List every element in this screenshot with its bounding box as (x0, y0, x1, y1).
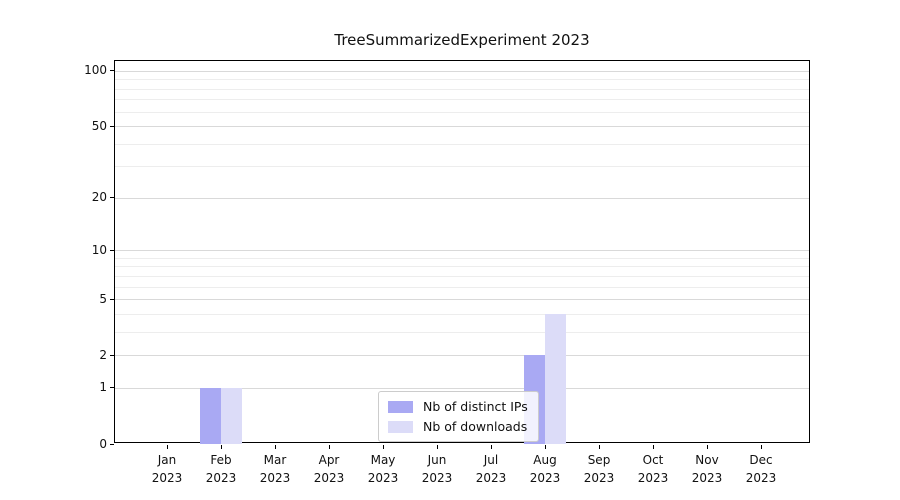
x-axis-label-month: Jul (483, 453, 499, 467)
x-axis-label-year: 2023 (637, 471, 669, 485)
x-axis-label-month: Nov (695, 453, 719, 467)
y-axis-label: 20 (91, 190, 107, 205)
x-axis-label: Jul 2023 (463, 451, 519, 487)
y-axis-tick (110, 298, 114, 300)
x-axis-label-year: 2023 (745, 471, 777, 485)
plot-area: Dec 2023 Nov 2023 Oct 2023 Sep 2023 Aug 2023 Jul 20… (84, 60, 810, 485)
x-axis-tick (274, 445, 276, 449)
x-axis-label-year: 2023 (583, 471, 615, 485)
x-axis-label: Apr 2023 (301, 451, 357, 487)
x-axis-label-year: 2023 (691, 471, 723, 485)
bar-nb-of-downloads-feb (221, 387, 242, 444)
gridline-minor (115, 257, 809, 259)
y-axis-tick (110, 197, 114, 199)
x-axis-tick (490, 445, 492, 449)
x-axis-label: Jan 2023 (139, 451, 195, 487)
y-axis-tick (110, 249, 114, 251)
x-axis-label-year: 2023 (205, 471, 237, 485)
x-axis-label-year: 2023 (421, 471, 453, 485)
x-axis-label-month: Dec (749, 453, 773, 467)
x-axis-label-month: Jan (157, 453, 177, 467)
x-axis-label: Dec 2023 (733, 451, 789, 487)
y-axis-label: 2 (99, 347, 107, 362)
gridline-minor (115, 88, 809, 90)
gridline-major (115, 126, 809, 127)
gridline-major (115, 355, 809, 357)
bar-nb-of-distinct-ips-feb (200, 387, 221, 444)
x-axis-label: Mar 2023 (247, 451, 303, 487)
y-axis-label: 0 (99, 436, 107, 451)
gridline-minor (115, 143, 809, 145)
x-axis-label-month: Aug (533, 453, 557, 467)
gridline-minor (115, 331, 809, 333)
legend-item-downloads: Nb of downloads (388, 419, 528, 434)
x-axis-label: Nov 2023 (679, 451, 735, 487)
x-axis-tick (436, 445, 438, 449)
x-axis-label-year: 2023 (529, 471, 561, 485)
legend-swatch-distinct-ips (388, 400, 413, 413)
x-axis-tick (328, 445, 330, 449)
gridline-minor (115, 111, 809, 113)
gridline-minor (115, 79, 809, 81)
legend-swatch-downloads (388, 420, 413, 433)
gridline-minor (115, 99, 809, 101)
y-axis-label: 1 (99, 380, 107, 395)
y-axis-label: 5 (99, 291, 107, 306)
x-axis-label-year: 2023 (151, 471, 183, 485)
gridline-major (115, 299, 809, 301)
x-axis-label-year: 2023 (313, 471, 345, 485)
x-axis-label: Sep 2023 (571, 451, 627, 487)
y-axis-label: 50 (91, 118, 107, 133)
x-axis-tick (760, 445, 762, 449)
gridline-minor (115, 266, 809, 268)
gridline-major (115, 197, 809, 199)
gridline-minor (115, 286, 809, 288)
x-axis-tick (598, 445, 600, 449)
y-axis-label: 100 (84, 63, 107, 78)
legend-item-distinct-ips: Nb of distinct IPs (388, 399, 528, 414)
x-axis-label-month: Mar (263, 453, 287, 467)
y-axis-label: 10 (91, 242, 107, 257)
x-axis-label: Oct 2023 (625, 451, 681, 487)
y-axis-tick (110, 70, 114, 72)
x-axis-tick (166, 445, 168, 449)
y-axis-tick (110, 354, 114, 356)
x-axis-tick (544, 445, 546, 449)
legend-label-distinct-ips: Nb of distinct IPs (423, 399, 528, 414)
x-axis-label-month: Apr (318, 453, 340, 467)
x-axis-label: Feb 2023 (193, 451, 249, 487)
x-axis-label-year: 2023 (475, 471, 507, 485)
x-axis-tick (706, 445, 708, 449)
gridline-major (115, 70, 809, 72)
x-axis-label-month: Oct (642, 453, 664, 467)
gridline-major (115, 387, 809, 389)
y-axis-tick (110, 125, 114, 127)
x-axis-label-month: Sep (587, 453, 611, 467)
x-axis-tick (220, 445, 222, 449)
x-axis-label-month: Feb (210, 453, 232, 467)
x-axis-label: Jun 2023 (409, 451, 465, 487)
x-axis-tick (382, 445, 384, 449)
gridline-minor (115, 275, 809, 277)
chart-title: TreeSummarizedExperiment 2023 (334, 31, 590, 49)
x-axis-label-year: 2023 (259, 471, 291, 485)
x-axis-tick (652, 445, 654, 449)
x-axis-label-month: Jun (427, 453, 447, 467)
y-axis-tick (110, 443, 114, 445)
x-axis-label-year: 2023 (367, 471, 399, 485)
gridline-major (115, 250, 809, 252)
gridline-minor (115, 166, 809, 168)
bar-nb-of-downloads-aug (545, 313, 566, 444)
legend: Nb of distinct IPs Nb of downloads (378, 391, 539, 442)
x-axis-label: Aug 2023 (517, 451, 573, 487)
y-axis-tick (110, 387, 114, 389)
x-axis-label-month: May (370, 453, 396, 467)
x-axis-label: May 2023 (355, 451, 411, 487)
legend-label-downloads: Nb of downloads (423, 419, 528, 434)
gridline-minor (115, 313, 809, 315)
